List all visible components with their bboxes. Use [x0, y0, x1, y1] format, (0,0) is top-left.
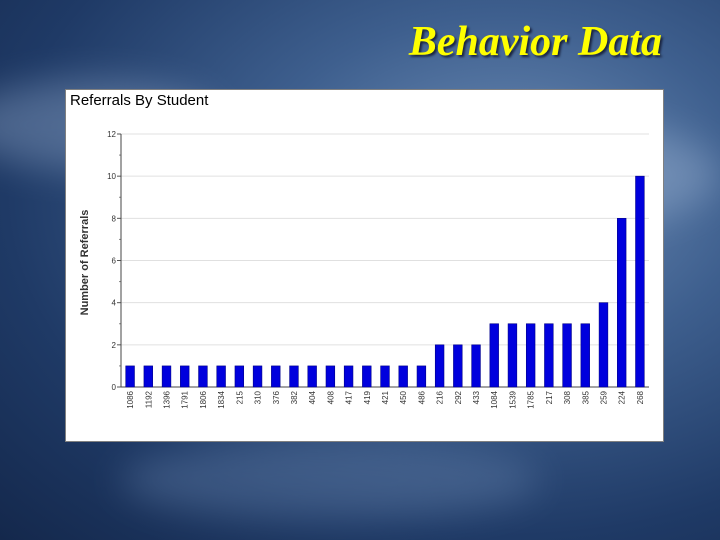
x-tick-label: 308	[563, 390, 572, 404]
x-tick-label: 376	[272, 390, 281, 404]
bar	[362, 365, 372, 388]
x-tick-label: 486	[417, 390, 426, 404]
y-tick-label: 4	[112, 299, 117, 308]
x-tick-label: 1086	[126, 390, 135, 408]
bar	[416, 365, 427, 388]
bar	[180, 365, 190, 388]
x-tick-label: 417	[345, 390, 354, 404]
x-tick-label: 421	[381, 390, 390, 404]
bar	[471, 344, 481, 388]
bar	[598, 302, 609, 388]
x-tick-label: 382	[290, 390, 299, 404]
x-tick-label: 268	[636, 390, 645, 404]
x-tick-label: 450	[399, 390, 408, 404]
bar	[507, 323, 518, 388]
bar	[325, 365, 336, 388]
chart-panel: Referrals By Student 0 2 4 6 8 10 12 Number of …	[65, 89, 664, 442]
bar	[617, 218, 627, 388]
bar	[489, 323, 499, 388]
y-axis-label: Number of Referrals	[79, 210, 91, 316]
bar	[398, 365, 408, 388]
y-tick-label: 6	[112, 257, 117, 266]
x-tick-label: 292	[454, 390, 463, 404]
bar	[271, 365, 281, 388]
bar	[580, 323, 590, 388]
x-tick-label: 408	[326, 390, 335, 404]
y-tick-label: 0	[112, 383, 117, 392]
x-tick-label: 385	[581, 390, 590, 404]
y-tick-label: 8	[112, 214, 117, 223]
bar	[252, 365, 263, 388]
bar	[562, 323, 572, 388]
background-streak	[120, 440, 540, 520]
x-tick-label: 217	[545, 390, 554, 404]
bar	[216, 365, 226, 388]
x-tick-label: 1834	[217, 390, 226, 408]
bar	[125, 365, 135, 388]
x-tick-label: 224	[618, 390, 627, 404]
bar	[453, 344, 463, 388]
chart-title: Referrals By Student	[70, 92, 209, 109]
bar	[544, 323, 554, 388]
x-tick-label: 433	[472, 390, 481, 404]
bar	[198, 365, 208, 388]
y-tick-label: 10	[107, 172, 116, 181]
bar	[525, 323, 536, 388]
bar	[380, 365, 390, 388]
y-tick-label: 12	[107, 130, 116, 139]
x-tick-label: 1806	[199, 390, 208, 408]
bar	[289, 365, 299, 388]
slide-title: Behavior Data	[408, 19, 662, 65]
x-tick-label: 1084	[490, 390, 499, 408]
bar-chart: 0 2 4 6 8 10 12 Number of Referrals 1086 1192 1396…	[79, 130, 649, 409]
x-tick-label: 215	[235, 390, 244, 404]
x-tick-label: 1396	[163, 390, 172, 408]
bar	[635, 175, 645, 388]
bar	[161, 365, 172, 388]
bar	[307, 365, 317, 388]
bar	[234, 365, 245, 388]
x-tick-label: 419	[363, 390, 372, 404]
x-tick-label: 216	[436, 390, 445, 404]
bar	[143, 365, 153, 388]
x-tick-label: 1539	[508, 390, 517, 408]
x-tick-label: 1785	[527, 390, 536, 408]
x-tick-label: 259	[599, 390, 608, 404]
x-tick-label: 310	[254, 390, 263, 404]
x-tick-label: 404	[308, 390, 317, 404]
bar	[343, 365, 354, 388]
x-tick-label: 1791	[181, 390, 190, 408]
bar	[434, 344, 445, 388]
y-tick-label: 2	[112, 341, 117, 350]
x-tick-label: 1192	[144, 390, 153, 408]
